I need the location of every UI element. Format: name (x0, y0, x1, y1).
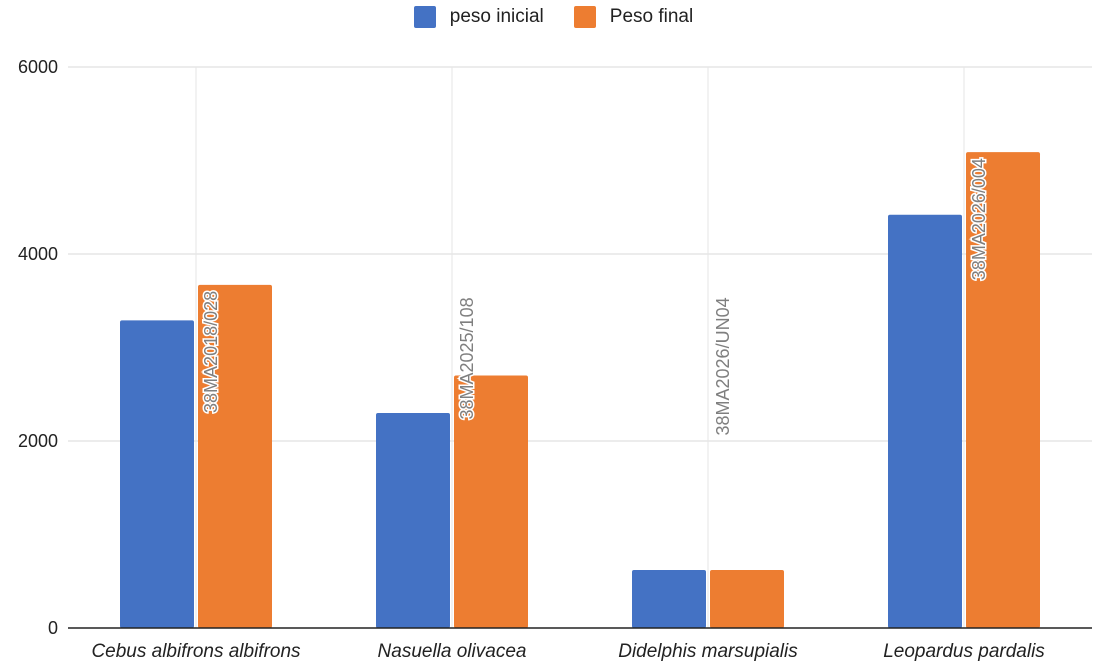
bar-peso-inicial (632, 570, 706, 628)
bar-peso-final (454, 375, 528, 628)
bar-peso-final (710, 570, 784, 628)
legend: peso inicial Peso final (0, 6, 1107, 28)
legend-item-peso-final[interactable]: Peso final (573, 6, 694, 28)
x-category-label: Nasuella olivacea (378, 641, 527, 662)
bar-peso-inicial (376, 412, 450, 628)
y-tick-label: 2000 (18, 431, 58, 451)
legend-label-peso-inicial: peso inicial (449, 6, 544, 27)
y-tick-label: 0 (48, 618, 58, 638)
bar-peso-final (966, 152, 1040, 628)
annotation-label: 38MA2026/UN04 (713, 297, 733, 435)
legend-item-peso-inicial[interactable]: peso inicial (413, 6, 544, 28)
x-category-label: Cebus albifrons albifrons (91, 641, 301, 662)
y-tick-label: 4000 (18, 244, 58, 264)
annotation-label: 38MA2025/108 (457, 297, 477, 419)
bar-peso-final (198, 284, 272, 628)
legend-swatch-peso-final (573, 6, 596, 28)
bar-peso-inicial (120, 320, 194, 628)
y-tick-label: 6000 (18, 57, 58, 77)
x-category-label: Didelphis marsupialis (618, 641, 798, 662)
legend-label-peso-final: Peso final (609, 6, 694, 27)
bar-peso-inicial (888, 214, 962, 629)
legend-swatch-peso-inicial (413, 6, 436, 28)
annotation-label: 38MA2018/028 (201, 291, 221, 413)
annotation-label: 38MA2026/004 (969, 158, 989, 280)
x-category-label: Leopardus pardalis (883, 641, 1045, 662)
